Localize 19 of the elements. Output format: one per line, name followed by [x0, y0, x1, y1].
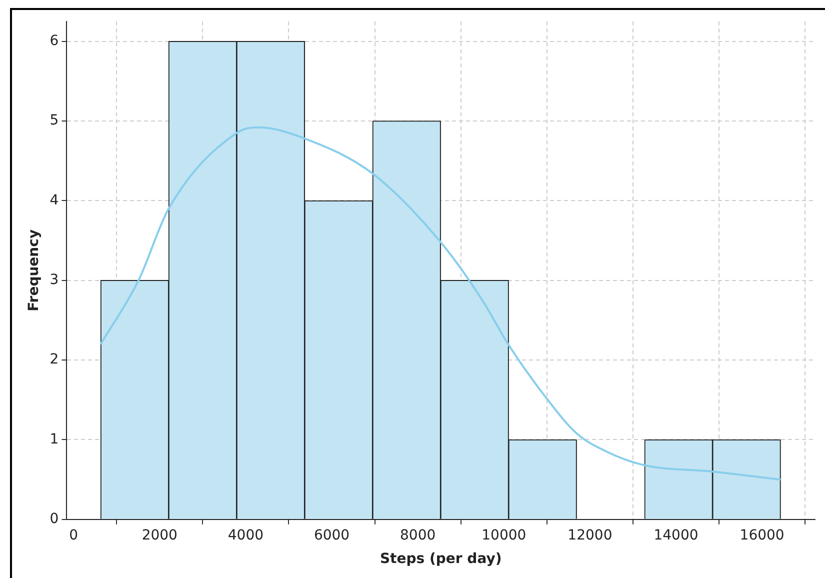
y-tick-label: 0 — [50, 511, 59, 528]
y-tick-label: 5 — [50, 112, 59, 129]
x-tick-label: 0 — [69, 527, 78, 544]
x-tick-label: 2000 — [142, 527, 178, 544]
x-tick-label: 16000 — [740, 527, 784, 544]
y-tick-label: 3 — [50, 272, 59, 288]
x-tick-label: 8000 — [400, 527, 436, 544]
y-tick-label: 2 — [50, 352, 59, 368]
y-tick-label: 4 — [50, 192, 59, 208]
y-tick-label: 6 — [50, 32, 59, 49]
x-axis-title: Steps (per day) — [380, 551, 502, 568]
x-tick-label: 10000 — [482, 527, 526, 544]
line-series — [100, 126, 782, 481]
x-tick-label: 6000 — [314, 527, 350, 544]
y-tick-label: 1 — [50, 431, 59, 448]
x-tick-label: 12000 — [568, 527, 612, 544]
y-axis-title: Frequency — [26, 229, 42, 312]
x-tick-label: 4000 — [228, 527, 264, 544]
x-tick-label: 14000 — [654, 527, 698, 544]
